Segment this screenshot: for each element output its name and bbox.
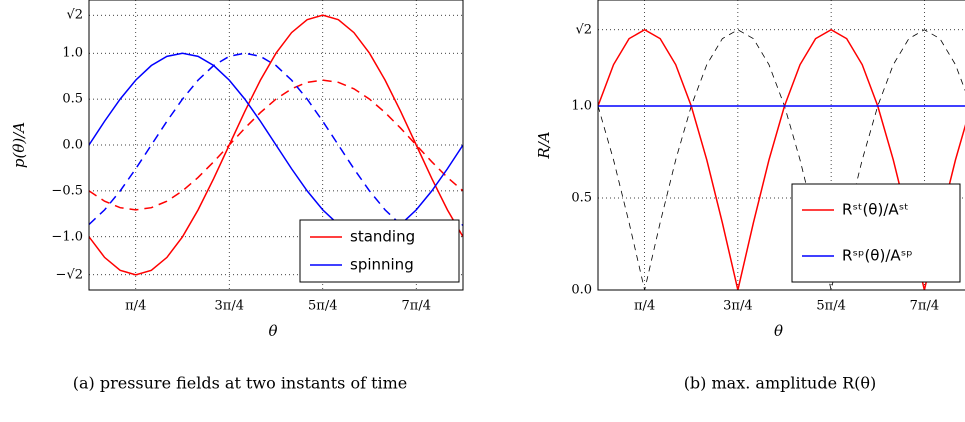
y-tick-label: √2	[575, 22, 592, 37]
legend-box	[299, 219, 460, 283]
legend-box	[791, 183, 961, 283]
x-axis-label: θ	[774, 322, 783, 340]
y-tick-label: 0.0	[62, 138, 83, 153]
series-line	[89, 79, 463, 211]
x-tick-label: 5π/4	[816, 299, 845, 314]
series-line	[89, 14, 463, 276]
y-tick-label: 1.0	[62, 46, 83, 61]
legend-label: Rˢᵖ(θ)/Aˢᵖ	[842, 247, 913, 265]
plot-frame	[88, 0, 464, 291]
y-tick-label: 0.5	[62, 92, 83, 107]
y-tick-label: 0.5	[571, 190, 592, 205]
x-tick-label: 7π/4	[402, 299, 431, 314]
y-tick-label: −0.5	[51, 183, 83, 198]
legend-label: Rˢᵗ(θ)/Aˢᵗ	[842, 201, 909, 219]
legend-label: standing	[350, 228, 415, 246]
y-tick-label: √2	[66, 8, 83, 23]
y-tick-label: 1.0	[571, 98, 592, 113]
x-tick-label: π/4	[125, 299, 146, 314]
y-tick-label: −1.0	[51, 229, 83, 244]
x-tick-label: 3π/4	[215, 299, 244, 314]
x-tick-label: 7π/4	[910, 299, 939, 314]
y-axis-label: R/A	[535, 131, 553, 159]
caption: (a) pressure fields at two instants of t…	[73, 374, 408, 393]
x-axis-label: θ	[268, 322, 277, 340]
y-tick-label: −√2	[56, 267, 83, 282]
legend-label: spinning	[350, 256, 414, 274]
y-axis-label: p(θ)/A	[10, 122, 28, 168]
x-tick-label: 5π/4	[308, 299, 337, 314]
caption: (b) max. amplitude R(θ)	[684, 374, 877, 393]
x-tick-label: 3π/4	[723, 299, 752, 314]
y-tick-label: 0.0	[571, 283, 592, 298]
x-tick-label: π/4	[634, 299, 655, 314]
plot-frame	[597, 0, 965, 291]
